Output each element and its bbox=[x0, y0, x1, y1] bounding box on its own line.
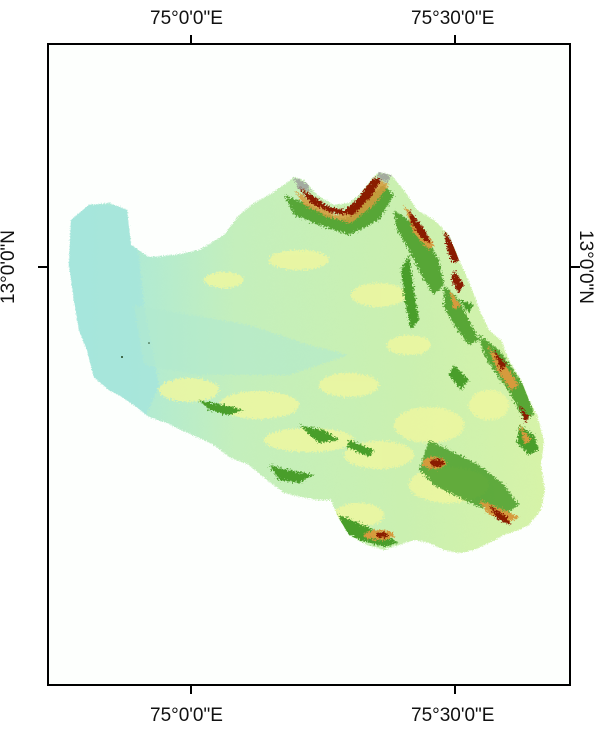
top-tick-1 bbox=[190, 35, 192, 44]
top-lon-label-2: 75°30'0"E bbox=[411, 8, 495, 29]
bottom-tick-2 bbox=[454, 685, 456, 694]
top-lon-label-1: 75°0'0"E bbox=[150, 8, 223, 29]
elevation-map bbox=[69, 172, 545, 553]
bottom-lon-label-1: 75°0'0"E bbox=[150, 705, 223, 726]
top-tick-2 bbox=[454, 35, 456, 44]
speck-2 bbox=[148, 342, 150, 344]
speck bbox=[121, 356, 123, 358]
map-frame bbox=[47, 43, 571, 686]
bottom-lon-label-2: 75°30'0"E bbox=[411, 705, 495, 726]
left-tick bbox=[38, 266, 47, 268]
bottom-tick-1 bbox=[190, 685, 192, 694]
right-tick bbox=[571, 266, 580, 268]
left-lat-label: 13°0'0"N bbox=[0, 230, 19, 304]
